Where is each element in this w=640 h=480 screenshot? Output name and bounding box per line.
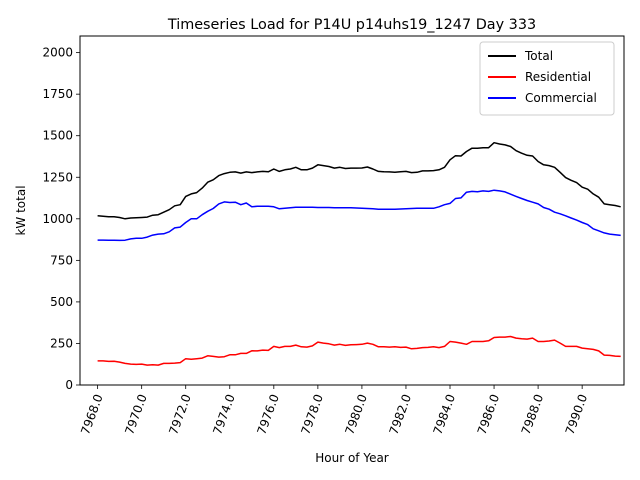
y-tick-label: 0	[65, 378, 73, 392]
x-axis-title: Hour of Year	[315, 451, 389, 465]
y-tick-label: 250	[50, 336, 73, 350]
y-axis: 0 250 500 750 1000 1250 1500 1750 2000	[42, 46, 80, 392]
y-tick-label: 2000	[42, 46, 73, 60]
chart-legend: Total Residential Commercial	[479, 41, 615, 116]
y-tick-label: 1000	[42, 212, 73, 226]
plot-frame	[79, 35, 625, 386]
y-tick-label: 1750	[42, 87, 73, 101]
series-line-total	[97, 141, 621, 220]
chart-title: Timeseries Load for P14U p14uhs19_1247 D…	[167, 17, 536, 33]
legend-label-commercial: Commercial	[525, 91, 597, 105]
legend-label-total: Total	[524, 49, 553, 63]
y-tick-label: 1250	[42, 170, 73, 184]
series-line-residential	[97, 335, 621, 366]
y-axis-title: kW total	[14, 185, 28, 235]
legend-label-residential: Residential	[525, 70, 591, 84]
legend-box	[479, 41, 615, 116]
y-tick-label: 500	[50, 295, 73, 309]
y-tick-label: 1500	[42, 129, 73, 143]
series-layer	[97, 141, 621, 366]
series-line-commercial	[97, 189, 621, 242]
y-tick-label: 750	[50, 253, 73, 267]
